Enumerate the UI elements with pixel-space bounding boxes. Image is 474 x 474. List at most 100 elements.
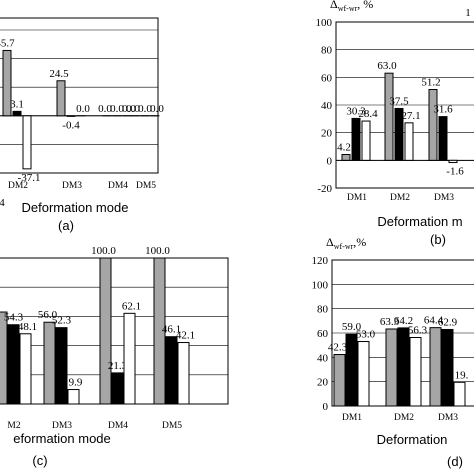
data-label: 42.3 — [328, 342, 348, 354]
data-label: 9.9 — [69, 377, 83, 389]
bar-series-1-dm2 — [384, 72, 394, 161]
data-label: -37.1 — [18, 172, 41, 184]
y-axis-label: Δwf-wr,% — [326, 235, 366, 251]
bar-series-1-dm3 — [429, 327, 442, 407]
x-category-label: DM3 — [62, 181, 82, 191]
data-label: 21.3 — [108, 360, 128, 372]
data-label: 42.1 — [176, 330, 195, 342]
edge-fragment-label: 1 — [465, 7, 471, 19]
x-category-label: DM3 — [434, 193, 454, 203]
x-category-label: DM5 — [136, 181, 156, 191]
chart-panel-2: 100 80 60 40 20 0 -20 Δwf-wr, % 4.2 30.328.4 DM1 63… — [316, 0, 474, 247]
bar-series-2-dm3 — [66, 115, 76, 117]
y-tick-label: 40 — [317, 352, 329, 364]
data-label: 3.1 — [10, 98, 24, 110]
bar-series-1-dm2 — [2, 49, 12, 117]
bar-series-2-dm1 — [351, 117, 361, 161]
data-label: 64.4 — [424, 315, 444, 327]
y-tick-label: 100 — [312, 279, 329, 291]
bar-series-1-dm3 — [43, 321, 56, 405]
x-axis-label: Deformation m — [377, 214, 462, 229]
y-tick-label: 80 — [321, 45, 333, 57]
data-label: 28.4 — [358, 108, 378, 120]
x-category-label: DM2 — [390, 193, 410, 203]
bar-series-3-dm1 — [357, 341, 370, 407]
y-tick-label: 120 — [312, 255, 329, 267]
data-label: 0.0 — [126, 103, 140, 115]
bar-series-3-dm3 — [67, 389, 80, 405]
edge-fragment-label: 4 — [0, 197, 5, 209]
data-label: 48.1 — [18, 321, 37, 333]
bar-series-2-dm3 — [441, 328, 454, 407]
data-label: 0.0 — [76, 103, 90, 115]
data-label: -0.4 — [62, 119, 80, 131]
bar-series-3-dm3 — [453, 381, 466, 407]
x-category-label: DM3 — [438, 413, 458, 423]
data-label: 0.0 — [150, 103, 164, 115]
data-label: -1.6 — [446, 166, 464, 178]
bar-series-1-dm2 — [385, 328, 398, 407]
data-label: 24.5 — [49, 68, 69, 80]
bar-series-3-dm5 — [177, 342, 190, 405]
data-label: 56.3 — [408, 325, 428, 337]
bar-series-2-dm5 — [165, 336, 178, 405]
data-label: 0.0 — [98, 103, 112, 115]
bar-series-2-dm2 — [397, 327, 410, 407]
y-tick-label: 40 — [321, 100, 333, 112]
y-axis-label: Δwf-wr, % — [330, 0, 373, 13]
bar-series-2-dm3 — [55, 327, 68, 405]
data-label: 27.1 — [401, 110, 420, 122]
panel-label: (a) — [58, 218, 74, 233]
data-label: 62.1 — [122, 300, 141, 312]
x-category-label: DM1 — [347, 193, 367, 203]
data-label: 0.0 — [110, 103, 124, 115]
x-category-label: M2 — [7, 421, 20, 431]
panel-label: (b) — [430, 232, 446, 247]
data-label: 30.3 — [346, 105, 366, 117]
y-tick-label: 20 — [317, 377, 329, 389]
bar-series-2-dm2 — [12, 110, 22, 117]
data-label: 63.0 — [377, 60, 397, 72]
y-tick-label: 0 — [323, 401, 329, 413]
bar-series-1-dm5 — [153, 257, 166, 405]
data-label: 4.2 — [337, 142, 351, 154]
data-label: 51.2 — [421, 77, 440, 89]
data-label: 19. — [455, 369, 469, 381]
x-axis-label: eformation mode — [13, 431, 111, 446]
bar-series-3-dm3 — [448, 159, 458, 164]
panel-label: (d) — [447, 454, 463, 469]
x-category-label: DM2 — [394, 413, 414, 423]
y-tick-label: 20 — [321, 128, 333, 140]
y-tick-label: 100 — [316, 17, 333, 29]
data-label: 63.3 — [380, 316, 400, 328]
bar-series-3-m2 — [19, 333, 32, 405]
bar-series-2-dm2 — [394, 107, 404, 161]
bar-series-3-dm2 — [404, 122, 414, 161]
data-label: 54.3 — [4, 312, 24, 324]
x-category-label: DM4 — [108, 181, 128, 191]
data-label: 0.0 — [138, 103, 152, 115]
bar-series-1-dm3 — [56, 80, 66, 117]
data-label: 0.0 — [122, 103, 136, 115]
data-label: 45.7 — [0, 37, 15, 49]
data-label: 100.0 — [91, 245, 116, 257]
chart-panel-1: 45.73.1-37.1DM224.5-0.40.0DM30.00.00.0DM… — [0, 17, 164, 233]
x-category-label: DM2 — [8, 181, 28, 191]
data-label: 64.2 — [394, 315, 413, 327]
bar-series-2-m2 — [7, 324, 20, 405]
data-label: 59.0 — [342, 321, 362, 333]
data-label: 37.5 — [389, 95, 409, 107]
bar-series-3-dm1 — [361, 120, 371, 161]
data-label: 52.3 — [52, 315, 72, 327]
y-tick-label: 60 — [321, 72, 333, 84]
x-category-label: DM5 — [162, 421, 182, 431]
data-label: 53.0 — [356, 329, 376, 341]
bar-series-3-dm2 — [22, 115, 32, 170]
y-tick-label: 0 — [327, 155, 333, 167]
x-axis-label: Deformation mode — [22, 200, 129, 215]
y-tick-label: 60 — [317, 328, 329, 340]
data-label: 46.1 — [162, 324, 181, 336]
x-axis-label: Deformation — [377, 432, 448, 447]
y-tick-label: 80 — [317, 304, 329, 316]
